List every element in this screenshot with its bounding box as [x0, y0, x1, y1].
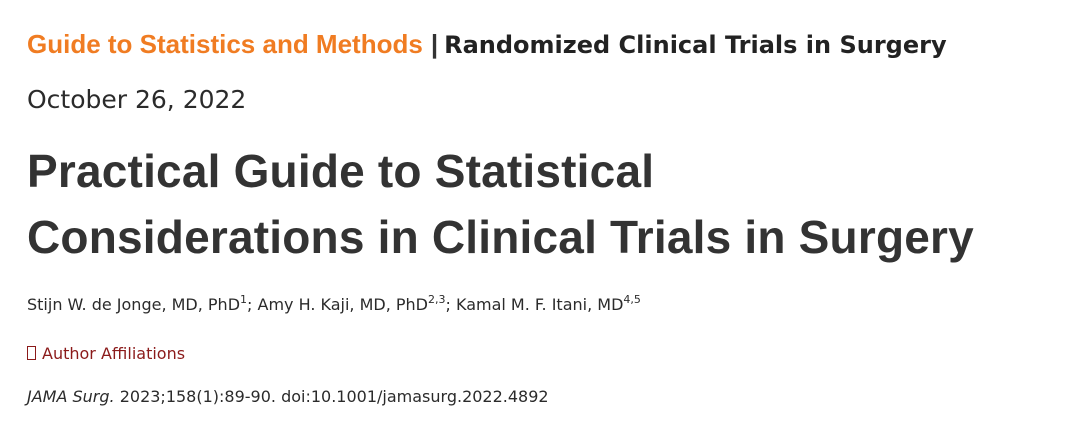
- author-name[interactable]: Stijn W. de Jonge, MD, PhD: [27, 295, 241, 314]
- author-affiliations-label: Author Affiliations: [42, 344, 186, 363]
- article-title: Practical Guide to Statistical Considera…: [27, 138, 1077, 270]
- author-name[interactable]: Kamal M. F. Itani, MD: [455, 295, 624, 314]
- author-list: Stijn W. de Jonge, MD, PhD1; Amy H. Kaji…: [27, 293, 641, 317]
- square-box-icon: [27, 346, 36, 360]
- affiliation-superscript[interactable]: 1: [240, 293, 248, 306]
- author-separator: ;: [445, 295, 456, 314]
- author-name[interactable]: Amy H. Kaji, MD, PhD: [257, 295, 429, 314]
- author-affiliations-toggle[interactable]: Author Affiliations: [27, 342, 185, 366]
- citation: JAMA Surg. 2023;158(1):89-90. doi:10.100…: [27, 385, 549, 409]
- affiliation-superscript[interactable]: 2,3: [428, 293, 446, 306]
- journal-name: JAMA Surg.: [27, 387, 115, 406]
- topic-link[interactable]: Randomized Clinical Trials in Surgery: [444, 31, 947, 59]
- section-heading: Guide to Statistics and Methods | Randomiz…: [27, 28, 947, 61]
- affiliation-superscript[interactable]: 4,5: [623, 293, 641, 306]
- article-title-line-1: Practical Guide to Statistical: [27, 145, 655, 197]
- article-title-line-2: Considerations in Clinical Trials in Sur…: [27, 211, 974, 263]
- section-separator: |: [430, 29, 439, 59]
- citation-details: 2023;158(1):89-90. doi:10.1001/jamasurg.…: [114, 387, 549, 406]
- publication-date: October 26, 2022: [27, 85, 247, 114]
- author-separator: ;: [247, 295, 258, 314]
- category-link[interactable]: Guide to Statistics and Methods: [27, 29, 423, 59]
